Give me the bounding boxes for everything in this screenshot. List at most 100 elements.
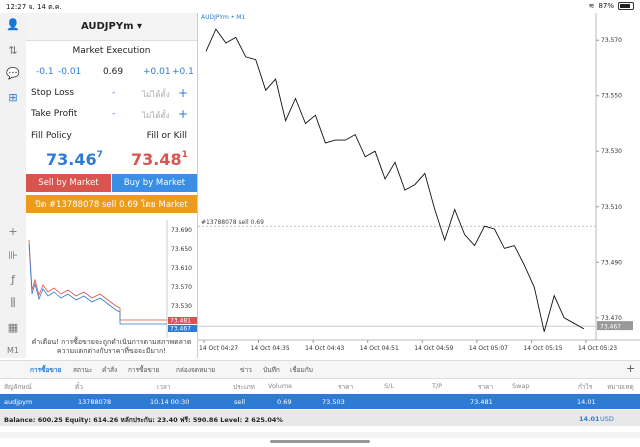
y-tick-label: 73.530 [601, 148, 622, 155]
wifi-icon: ≋ [588, 2, 595, 10]
chart-svg: #13788078 sell 0.69 73.570 73.550 73.530 73.… [198, 13, 640, 352]
row-ticket: 13788078 [78, 398, 112, 406]
col-time: เวลา [157, 383, 171, 391]
stop-loss-plus[interactable]: + [178, 86, 189, 100]
chart-title: AUDJPYm • M1 [201, 14, 246, 21]
ask-price: 73.481 [131, 150, 188, 169]
tab-history[interactable]: การซื้อขาย [128, 366, 160, 374]
mini-ask-line [28, 239, 167, 321]
tab-journal[interactable]: บันทึก [263, 366, 280, 374]
col-price: ราคา [338, 383, 354, 391]
take-profit-value[interactable]: ไม่ได้ตั้ง [142, 111, 170, 120]
col-tp: T/P [432, 382, 443, 390]
mini-bid-label: 73.467 [170, 326, 191, 333]
take-profit-minus[interactable]: - [112, 109, 116, 119]
take-profit-plus[interactable]: + [178, 107, 189, 121]
tab-status[interactable]: สถานะ [73, 366, 93, 374]
fill-policy-row[interactable]: Fill Policy Fill or Kill [26, 131, 197, 143]
y-tick-label: 73.490 [601, 259, 622, 266]
y-tick-label: 73.470 [601, 315, 622, 322]
price-series-line [205, 28, 585, 332]
row-current-price: 73.481 [470, 398, 493, 406]
timeframe-label[interactable]: M1 [7, 345, 19, 355]
y-tick-label: 73.550 [601, 93, 622, 100]
battery-icon [618, 2, 634, 10]
add-icon[interactable]: + [626, 362, 636, 375]
tab-mailbox[interactable]: กล่องจดหมาย [176, 366, 216, 374]
x-tick-label: 14 Oct 04:51 [360, 345, 399, 352]
positions-header: สัญลักษณ์ ตั๋ว เวลา ประเภท Volume ราคา S… [0, 379, 640, 393]
col-profit: กำไร [578, 383, 593, 391]
col-type: ประเภท [233, 383, 255, 391]
lot-row: -0.1 -0.01 0.69 +0.01 +0.1 [26, 67, 197, 79]
chat-icon[interactable]: 💬 [6, 66, 20, 80]
position-line-label: #13788078 sell 0.69 [201, 219, 264, 226]
stop-loss-row: Stop Loss - ไม่ได้ตั้ง + [26, 86, 197, 102]
col-current-price: ราคา [478, 383, 494, 391]
order-panel: AUDJPYm ▾ Market Execution -0.1 -0.01 0.… [26, 13, 197, 358]
sell-button[interactable]: Sell by Market [26, 174, 111, 192]
fill-policy-value[interactable]: Fill or Kill [146, 131, 187, 141]
buy-button[interactable]: Buy by Market [112, 174, 197, 192]
lot-minus-0.01[interactable]: -0.01 [58, 67, 82, 77]
mini-bid-badge [168, 325, 197, 332]
symbol-selector[interactable]: AUDJPYm ▾ [26, 13, 197, 41]
trade-icon[interactable]: ⇅ [8, 43, 18, 57]
x-tick-label: 14 Oct 05:07 [469, 345, 508, 352]
stop-loss-minus[interactable]: - [112, 88, 116, 98]
col-volume: Volume [268, 382, 293, 390]
mini-tick-chart: 73.690 73.650 73.610 73.570 73.530 73.48173.4… [28, 220, 197, 338]
new-order-icon[interactable]: ⊞ [8, 90, 18, 104]
x-tick-label: 14 Oct 04:43 [305, 345, 344, 352]
stop-loss-value[interactable]: ไม่ได้ตั้ง [142, 90, 170, 99]
battery-percent: 87% [598, 2, 614, 10]
mini-ask-badge [168, 317, 197, 324]
function-icon[interactable]: ƒ [11, 272, 15, 286]
lot-plus-0.1[interactable]: +0.1 [172, 67, 194, 77]
bottom-tabs: การซื้อขาย สถานะ คำสั่ง การซื้อขาย กล่อง… [0, 360, 640, 379]
row-open-price: 73.503 [322, 398, 345, 406]
table-row[interactable]: audjpym 13788078 10.14 00:30 sell 0.69 7… [0, 394, 640, 409]
mini-bid-line [28, 243, 167, 325]
y-tick-label: 73.570 [601, 37, 622, 44]
bid-price-badge [597, 321, 633, 331]
col-ticket: ตั๋ว [75, 383, 83, 391]
row-profit: 14.01 [577, 398, 596, 406]
crosshair-icon[interactable]: + [8, 224, 18, 238]
left-toolbar: 👤 ⇅ 💬 ⊞ + ⊪ ƒ ⫼ ▦ M1 [0, 13, 27, 358]
status-bar: 12:27 จ. 14 ต.ค. ≋ 87% [0, 0, 640, 13]
close-position-button[interactable]: ปิด #13788078 sell 0.69 โดย Market [26, 195, 197, 213]
x-tick-label: 14 Oct 05:23 [578, 345, 617, 352]
tab-orders[interactable]: คำสั่ง [102, 366, 118, 374]
lot-minus-0.1[interactable]: -0.1 [36, 67, 54, 77]
objects-icon[interactable]: ▦ [7, 320, 19, 334]
row-symbol: audjpym [4, 398, 33, 406]
x-tick-label: 14 Oct 04:59 [414, 345, 453, 352]
fill-policy-label: Fill Policy [31, 131, 72, 141]
mini-ask-label: 73.481 [170, 318, 191, 325]
price-chart[interactable]: AUDJPYm • M1 #13788078 sell 0.69 73.570 73… [197, 13, 640, 358]
lot-plus-0.01[interactable]: +0.01 [143, 67, 171, 77]
mini-y-tick: 73.610 [171, 265, 192, 272]
status-time: 12:27 จ. 14 ต.ค. [6, 3, 62, 11]
lot-volume[interactable]: 0.69 [103, 67, 124, 77]
indicators-icon[interactable]: ⊪ [8, 248, 18, 262]
bid-price: 73.467 [46, 150, 103, 169]
scrollbar-track[interactable] [0, 432, 640, 438]
total-profit: 14.01 [579, 415, 600, 423]
col-symbol: สัญลักษณ์ [4, 383, 32, 391]
home-indicator[interactable] [270, 440, 370, 443]
row-volume: 0.69 [277, 398, 292, 406]
x-tick-label: 14 Oct 05:15 [523, 345, 562, 352]
mini-y-tick: 73.650 [171, 246, 192, 253]
y-tick-label: 73.467 [600, 324, 621, 331]
currency: USD [600, 415, 614, 423]
col-swap: Swap [512, 382, 530, 390]
execution-type[interactable]: Market Execution [72, 46, 151, 56]
balance-bar: Balance: 600.25 Equity: 614.26 หลักประกั… [0, 410, 640, 426]
tab-trade[interactable]: การซื้อขาย [30, 366, 62, 374]
account-icon[interactable]: 👤 [6, 17, 20, 31]
candles-icon[interactable]: ⫼ [10, 296, 16, 309]
tab-news[interactable]: ข่าว [240, 366, 252, 374]
tab-connect[interactable]: เชื่อมกับ [290, 366, 313, 374]
